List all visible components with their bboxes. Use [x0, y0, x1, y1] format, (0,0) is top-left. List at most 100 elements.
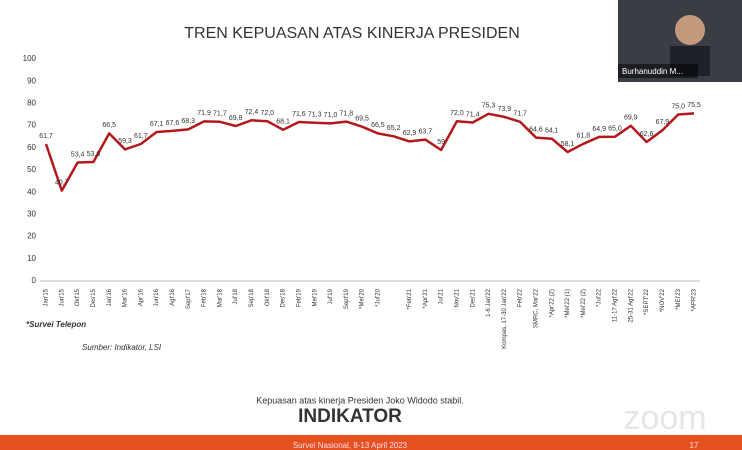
data-label: 63,7 — [419, 128, 433, 135]
data-label: 65,0 — [608, 126, 622, 133]
x-tick-label: *Jul'20 — [375, 288, 381, 306]
x-tick-label: Des'18 — [281, 288, 287, 307]
x-tick-label: Mar'18 — [217, 288, 223, 307]
x-tick-label: Jan'16 — [107, 288, 113, 306]
y-tick-label: 30 — [27, 210, 36, 219]
data-label: 66,5 — [371, 122, 385, 129]
y-tick-label: 10 — [27, 254, 36, 263]
data-label: 59 — [437, 139, 445, 146]
x-tick-label: 1-6 Jan'22 — [486, 288, 492, 316]
x-tick-label: *MEI'23 — [676, 288, 682, 309]
x-tick-label: Sep'18 — [249, 288, 255, 307]
x-tick-label: Jul'19 — [328, 288, 334, 304]
logo: INDIKATOR — [298, 406, 402, 427]
data-label: 67,9 — [656, 119, 670, 126]
y-tick-label: 80 — [27, 99, 36, 108]
data-label: 64,9 — [592, 126, 606, 133]
name-tag — [618, 64, 698, 78]
data-label: 62,6 — [640, 131, 654, 138]
data-label: 71,9 — [197, 110, 211, 117]
data-label: 65,2 — [387, 125, 401, 132]
x-tick-label: 11-17 Agt'22 — [613, 288, 619, 322]
x-tick-label: Jul'21 — [439, 288, 445, 304]
data-label: 75,5 — [687, 102, 701, 109]
x-tick-label: Jan'15 — [44, 288, 50, 306]
data-label: 67,1 — [150, 121, 164, 128]
x-tick-label: Sept'19 — [344, 288, 350, 309]
x-tick-label: *Mei'22 (1) — [565, 289, 571, 318]
data-label: 61,7 — [134, 133, 148, 140]
x-tick-label: Okt'15 — [75, 288, 81, 306]
data-label: 61,7 — [39, 133, 53, 140]
data-label: 64,6 — [529, 126, 543, 133]
data-label: 71,4 — [466, 111, 480, 118]
data-label: 66,5 — [102, 122, 116, 129]
data-label: 58,1 — [561, 141, 575, 148]
data-label: 61,8 — [577, 133, 591, 140]
data-label: 71,6 — [292, 111, 306, 118]
data-label: 71,3 — [308, 112, 322, 119]
x-tick-label: *Jul'22 — [597, 288, 603, 306]
x-tick-label: Des'21 — [470, 288, 476, 307]
zoom-watermark: zoom — [623, 399, 706, 437]
footer: Survei Nasional, 8-13 April 2023 — [293, 441, 408, 450]
x-tick-label: *SEPT'22 — [644, 288, 650, 314]
data-label: 69,9 — [624, 115, 638, 122]
data-label: 71,8 — [339, 110, 353, 117]
data-label: 71,7 — [513, 111, 527, 118]
line — [44, 112, 695, 192]
data-label: 67,6 — [166, 120, 180, 127]
y-tick-label: 0 — [32, 276, 37, 285]
data-label: 62,9 — [403, 130, 417, 137]
x-tick-label: *Mei'20 — [360, 288, 366, 308]
x-tick-label: SMRC, Mar'22 — [534, 288, 540, 328]
y-tick-label: 70 — [27, 121, 36, 130]
data-label: 53,4 — [71, 151, 85, 158]
x-tick-label: Jun'15 — [59, 288, 65, 306]
data-label: 75,0 — [671, 103, 685, 110]
y-tick-label: 20 — [27, 232, 36, 241]
x-tick-label: Feb'22 — [518, 288, 524, 307]
participant-name: Burhanuddin M... — [622, 67, 683, 76]
x-tick-label: *NOV'22 — [660, 288, 666, 312]
y-tick-label: 50 — [27, 165, 36, 174]
x-tick-label: Des'15 — [91, 288, 97, 307]
participant-face — [675, 15, 705, 45]
x-tick-label: Apr'16 — [138, 288, 144, 306]
caption: Kepuasan atas kinerja Presiden Joko Wido… — [256, 395, 464, 405]
x-tick-label: *APR'23 — [692, 288, 698, 311]
data-label: 53,6 — [87, 151, 101, 158]
data-label: 68,1 — [276, 119, 290, 126]
x-tick-label: Agt'16 — [170, 288, 176, 305]
data-label: 69,5 — [355, 116, 369, 123]
data-label: 59,3 — [118, 138, 132, 145]
x-tick-label: Jul'18 — [233, 288, 239, 304]
x-tick-label: Sept'17 — [186, 288, 192, 309]
x-tick-label: Nov'21 — [455, 288, 461, 307]
x-tick-label: *Apr'21 — [423, 288, 429, 308]
x-tick-label: Feb'18 — [202, 288, 208, 307]
x-tick-label: 25-31 Agt'22 — [628, 288, 634, 322]
x-tick-label: Mei'19 — [312, 288, 318, 306]
page-number: 17 — [690, 441, 699, 450]
x-tick-label: Jun'16 — [154, 288, 160, 306]
data-label: 64,1 — [545, 128, 559, 135]
x-tick-label: *Mei'22 (2) — [581, 289, 587, 318]
footer-bar — [0, 435, 742, 450]
data-label: 75,3 — [482, 103, 496, 110]
data-label: 71,7 — [213, 111, 227, 118]
source: Sumber: Indikator, LSI — [82, 343, 162, 352]
x-tick-label: *Apr'22 (2) — [549, 289, 555, 318]
y-tick-label: 100 — [23, 54, 37, 63]
data-label: 68,3 — [181, 118, 195, 125]
data-label: 71,0 — [324, 112, 338, 119]
x-tick-label: Kompas, 17-30 Jan'22 — [502, 288, 508, 349]
x-tick-label: Okt'18 — [265, 288, 271, 306]
note: *Survei Telepon — [26, 320, 86, 329]
data-label: 73,9 — [498, 106, 512, 113]
data-label: 72,0 — [450, 110, 464, 117]
y-tick-label: 60 — [27, 143, 36, 152]
y-tick-label: 40 — [27, 187, 36, 196]
y-tick-label: 90 — [27, 76, 36, 85]
